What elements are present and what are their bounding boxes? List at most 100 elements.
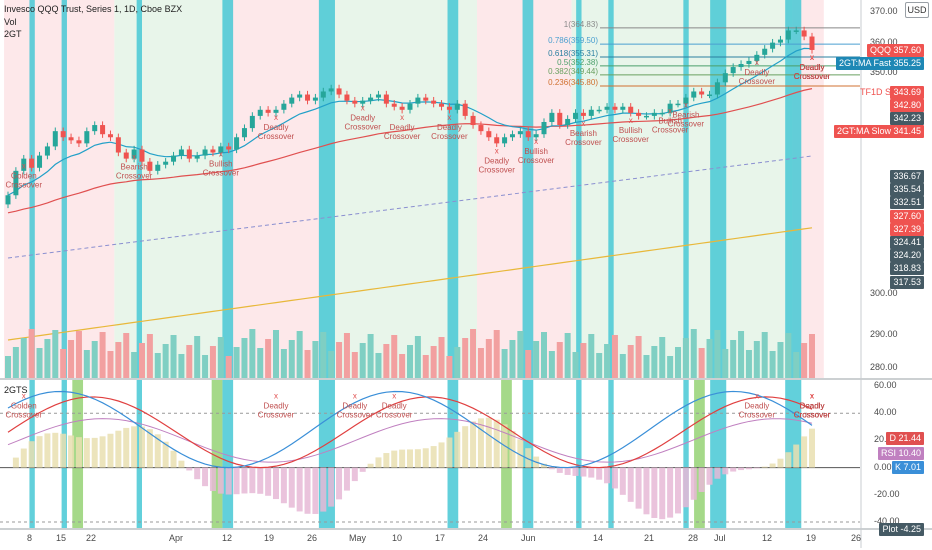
volume-bar-32 [257,348,264,378]
candle-body-93 [738,64,744,68]
annotation-marker-2: x [400,113,404,122]
volume-bar-85 [675,347,681,378]
highlight-band-osc-10 [710,380,727,528]
volume-bar-2 [20,338,27,378]
osc-histogram-17 [139,426,145,468]
annotation-text-4-0: Deadly [484,156,509,165]
price-badge-3: 342.80 [890,99,924,113]
volume-bar-82 [651,346,658,378]
osc-annotation-text-7-0: Deadly [800,401,825,410]
osc-histogram-65 [517,439,524,468]
osc-annotation-marker-5: x [810,391,814,400]
volume-bar-26 [209,346,216,378]
volume-bar-16 [131,352,138,378]
osc-histogram-55 [438,442,445,468]
highlight-band-main-1 [61,0,67,378]
osc-histogram-71 [564,467,571,475]
osc-histogram-43 [343,467,350,491]
osc-histogram-14 [115,430,122,468]
osc-histogram-57 [454,431,461,468]
volume-bar-45 [359,343,366,378]
osc-histogram-101 [801,436,808,468]
highlight-band-main-6 [522,0,534,378]
candle-body-20 [163,161,169,165]
candle-body-25 [202,149,208,156]
osc-histogram-23 [186,467,193,471]
volume-bar-51 [407,345,413,378]
time-label-3: Apr [169,533,184,543]
currency-button[interactable]: USD [905,2,929,18]
candle-body-55 [439,103,445,107]
fib-label-4: 0.382(349.44) [548,67,598,76]
time-label-0: 8 [27,533,33,543]
price-badge-14: 317.53 [890,275,924,289]
price-tick-3: 290.00 [870,329,898,339]
volume-bar-37 [296,331,303,378]
osc-histogram-80 [635,467,642,509]
osc-annotation-text-3-1: Crossover [376,410,413,419]
candle-body-97 [770,42,776,49]
candle-body-69 [549,112,555,122]
time-label-1: 15 [56,533,67,543]
osc-histogram-53 [422,448,429,468]
candle-body-71 [565,118,571,126]
volume-bar-98 [777,342,784,378]
osc-histogram-68 [541,463,547,468]
sub-indicator-label[interactable]: 2GTS [4,385,28,395]
time-label-15: Jul [714,533,726,543]
fib-label-5: 0.236(345.80) [548,78,598,87]
volume-bar-46 [367,334,374,378]
green-band-osc-3 [694,380,705,528]
chart-title: Invesco QQQ Trust, Series 1, 1D, Cboe BZ… [4,4,183,14]
annotation-text-17-1: Crossover [794,72,831,81]
osc-histogram-54 [430,446,437,468]
price-badge-9: 327.60 [890,209,924,223]
osc-histogram-83 [659,467,666,520]
candle-body-28 [226,146,232,150]
annotation-marker-8: x [581,119,585,128]
osc-histogram-85 [675,467,681,514]
osc-histogram-100 [793,444,800,468]
osc-histogram-86 [682,467,689,508]
candle-body-56 [446,106,452,110]
price-badge-7: 335.54 [890,183,924,197]
osc-histogram-20 [162,441,169,468]
annotation-marker-7: x [534,137,538,146]
annotation-marker-12: x [755,58,759,67]
osc-annotation-text-6-0: Deadly [800,401,825,410]
candle-body-16 [131,149,137,159]
indicator-label[interactable]: 2GT [4,29,22,39]
osc-annotation-text-2-0: Deadly [342,401,367,410]
annotation-text-2-0: Deadly [390,123,415,132]
candle-body-18 [147,161,153,171]
volume-bar-48 [383,344,390,378]
candle-body-45 [360,100,366,104]
volume-bar-97 [769,351,776,378]
time-label-14: 28 [688,533,699,543]
osc-histogram-78 [619,467,626,495]
volume-bar-91 [722,349,729,378]
price-tick-1: 360.00 [870,36,898,47]
time-label-11: Jun [521,533,536,543]
volume-bar-81 [643,355,650,378]
candle-body-75 [596,109,602,112]
osc-annotation-marker-0: x [22,391,26,400]
osc-annotation-text-1-0: Deadly [264,401,289,410]
osc-histogram-41 [328,467,335,507]
annotation-text-7-1: Crossover [518,156,555,165]
volume-bar-78 [619,354,626,378]
candle-body-80 [636,112,642,116]
candle-body-67 [533,134,539,138]
candle-body-68 [541,122,547,135]
osc-histogram-10 [83,438,90,468]
highlight-band-main-10 [710,0,727,378]
candle-body-76 [604,106,610,110]
